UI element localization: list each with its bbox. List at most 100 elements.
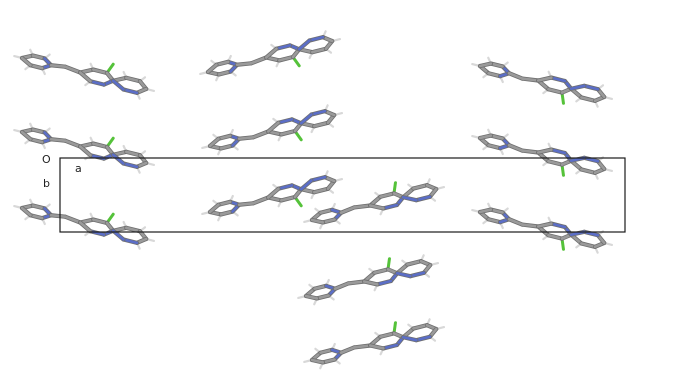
ring-a-n-bond	[89, 79, 106, 86]
ring-a-c-bond	[78, 71, 92, 83]
molecule-7	[303, 178, 446, 230]
ring-b-c-bond	[313, 187, 330, 194]
bridge-bond	[49, 63, 67, 69]
ring-a-c-bond	[92, 68, 109, 75]
molecule-9	[471, 128, 614, 180]
molecules-layer	[13, 30, 614, 370]
ring-b-n-bond	[415, 335, 432, 342]
ring-b-c-bond	[125, 150, 142, 157]
bridge-bond	[63, 139, 82, 148]
bridge-bond	[520, 77, 540, 82]
pyridyl-ring-c-bond	[208, 203, 220, 214]
ring-a-c-bond	[92, 218, 109, 225]
ring-a-n-bond	[550, 222, 567, 229]
molecule-8	[471, 56, 614, 108]
pyridyl-ring-c-bond	[208, 137, 220, 148]
pyridyl-ring-c-bond	[310, 358, 325, 364]
ring-a-c-bond	[536, 222, 553, 228]
pyridyl-ring-c-bond	[478, 62, 493, 68]
ring-a-c-bond	[362, 280, 379, 286]
ring-a-n-bond	[277, 184, 294, 191]
ring-b-n-bond	[401, 195, 418, 202]
ring-a-c-bond	[280, 129, 297, 136]
bridge-bond	[339, 206, 356, 215]
molecule-12	[303, 318, 446, 370]
ring-a-c-bond	[379, 192, 396, 199]
bridge-bond	[237, 135, 255, 141]
ring-b-c-bond	[313, 121, 330, 128]
bridge-bond	[249, 56, 268, 65]
ring-a-c-bond	[266, 121, 280, 133]
ring-a-c-bond	[278, 55, 295, 62]
bridge-bond	[235, 61, 253, 67]
ring-a-n-bond	[550, 148, 567, 155]
pyridyl-ring-c-bond	[20, 130, 32, 141]
pyridyl-ring-c-bond	[478, 208, 493, 214]
bridge-bond	[237, 201, 255, 207]
bridge-bond	[352, 344, 372, 349]
pyridyl-ring-c-bond	[478, 134, 493, 140]
ring-b-n-bond	[297, 39, 311, 51]
ring-a-n-bond	[382, 203, 399, 210]
ring-b-n-bond	[395, 271, 412, 278]
ring-b-n-bond	[111, 153, 125, 165]
ring-b-n-bond	[401, 335, 418, 342]
ring-b-c-bond	[406, 259, 423, 266]
ring-a-c-bond	[266, 187, 280, 199]
molecule-10	[471, 202, 614, 254]
ring-a-c-bond	[547, 87, 564, 94]
molecule-2	[199, 30, 342, 82]
bridge-bond	[507, 143, 524, 152]
bridge-bond	[49, 213, 67, 219]
bridge-bond	[63, 65, 82, 74]
ring-b-n-bond	[583, 84, 600, 91]
ring-b-n-bond	[409, 271, 426, 278]
bridge-bond	[63, 215, 82, 224]
ring-b-c-bond	[311, 47, 328, 54]
ring-a-c-bond	[547, 233, 564, 240]
ring-a-c-bond	[547, 159, 564, 166]
bridge-bond	[251, 130, 270, 139]
ring-b-c-bond	[580, 168, 597, 175]
molecule-4	[201, 104, 344, 156]
molecule-5	[13, 198, 156, 250]
molecule-1	[13, 48, 156, 100]
axis-b-label: b	[43, 177, 50, 190]
pyridyl-ring-c-bond	[20, 206, 32, 217]
unit-cell-box	[59, 157, 626, 233]
ring-b-c-bond	[125, 226, 142, 233]
ring-a-n-bond	[550, 76, 567, 83]
ring-a-c-bond	[536, 76, 553, 82]
ring-a-c-bond	[373, 268, 390, 275]
ring-a-c-bond	[368, 204, 385, 210]
ring-a-c-bond	[264, 47, 278, 59]
molecule-11	[297, 254, 440, 306]
ring-a-n-bond	[382, 343, 399, 350]
bridge-bond	[339, 346, 356, 355]
ring-b-c-bond	[125, 76, 142, 83]
origin-label: O	[42, 153, 51, 166]
pyridyl-ring-c-bond	[206, 63, 218, 74]
ring-a-n-bond	[275, 44, 292, 51]
ring-a-n-bond	[277, 118, 294, 125]
axis-a-label: a	[75, 162, 82, 175]
bridge-bond	[520, 149, 540, 154]
ring-b-n-bond	[308, 35, 325, 42]
bridge-bond	[507, 71, 524, 80]
pyridyl-ring-c-bond	[20, 56, 32, 67]
bridge-bond	[352, 204, 372, 209]
bridge-bond	[507, 217, 524, 226]
ring-a-n-bond	[376, 279, 393, 286]
ring-b-n-bond	[122, 238, 139, 245]
ring-a-c-bond	[379, 332, 396, 339]
bridge-bond	[49, 137, 67, 143]
ring-a-c-bond	[78, 145, 92, 157]
ring-a-c-bond	[368, 344, 385, 350]
ring-b-n-bond	[122, 162, 139, 169]
pyridyl-ring-c-bond	[310, 218, 325, 224]
molecule-6	[201, 170, 344, 222]
ring-b-n-bond	[122, 88, 139, 95]
bridge-bond	[520, 223, 540, 228]
bridge-bond	[251, 196, 270, 205]
